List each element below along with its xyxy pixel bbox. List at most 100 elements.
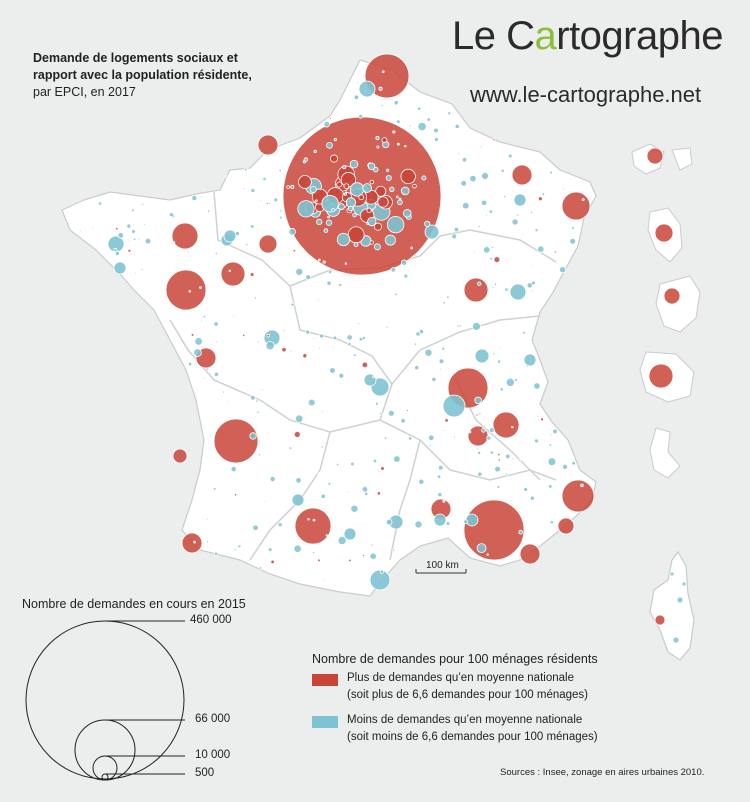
epci-circle [279,209,283,213]
epci-circle [278,215,283,220]
epci-circle [559,266,567,274]
logo: Le Cartographe [452,14,723,59]
epci-circle [358,194,365,201]
epci-circle [648,363,674,389]
epci-circle [267,547,273,553]
epci-circle [518,459,521,462]
epci-circle [277,522,283,528]
epci-circle [413,342,418,346]
epci-circle [445,521,451,526]
scale-bar [415,569,467,574]
epci-circle [395,195,399,199]
epci-circle [319,333,325,339]
epci-circle [498,346,501,350]
epci-circle [569,237,577,245]
epci-circle [468,549,471,552]
epci-circle [244,167,248,172]
epci-circle [442,394,466,418]
epci-circle [548,428,552,431]
epci-circle [375,136,380,141]
epci-circle [255,399,259,403]
epci-circle [347,226,365,244]
epci-circle [165,269,207,311]
epci-circle [481,171,489,180]
scale-label: 100 km [426,560,459,571]
epci-circle [290,184,295,189]
epci-circle [114,250,120,256]
epci-circle [403,273,409,279]
epci-circle [323,228,329,233]
epci-circle [654,223,674,243]
epci-circle [669,571,675,577]
epci-circle [228,269,232,273]
epci-circle [366,222,369,225]
epci-circle [385,175,392,182]
epci-circle [381,137,388,144]
map-title: Demande de logements sociaux et rapport … [33,50,252,101]
epci-circle [392,130,396,134]
epci-circle [379,412,383,416]
epci-circle [194,337,203,346]
epci-circle [336,232,351,247]
epci-circle [282,329,286,332]
epci-circle [529,262,533,266]
epci-circle [406,409,409,412]
epci-circle [494,465,501,473]
epci-circle [571,226,575,230]
epci-circle [330,154,339,163]
epci-circle [113,261,127,275]
epci-circle [362,183,372,193]
epci-circle [309,186,317,194]
epci-circle [315,199,318,202]
epci-circle [252,524,259,531]
epci-circle [463,499,525,561]
epci-circle [294,507,332,545]
epci-circle [372,375,375,379]
epci-circle [424,348,433,357]
epci-circle [404,144,407,148]
epci-circle [259,199,263,202]
epci-circle [414,365,420,371]
epci-circle [433,127,439,134]
epci-circle [318,347,322,350]
epci-circle [232,314,236,317]
epci-circle [249,432,257,440]
epci-circle [509,283,527,301]
epci-circle [496,485,501,489]
epci-circle [410,246,414,250]
epci-circle [397,199,403,206]
epci-circle [317,258,321,262]
epci-circle [525,364,529,368]
epci-circle [326,280,332,286]
epci-circle [328,269,333,275]
epci-circle [548,443,553,447]
epci-circle [290,302,295,307]
epci-circle [442,301,446,305]
epci-circle [393,100,399,106]
epci-circle [654,614,666,626]
epci-circle [414,520,423,529]
epci-circle [321,409,324,413]
epci-circle [385,518,393,526]
epci-circle [133,237,137,241]
epci-circle [186,250,190,254]
epci-circle [330,208,335,213]
epci-circle [400,259,408,266]
epci-circle [257,134,279,156]
epci-circle [266,430,270,434]
epci-circle [463,277,489,303]
epci-circle [503,194,507,199]
size-legend-value-2: 66 000 [195,713,231,725]
epci-circle [522,330,526,335]
epci-circle [286,185,290,189]
swatch-above-average [312,674,338,686]
epci-circle [529,495,535,501]
website-url[interactable]: www.le-cartographe.net [470,82,702,107]
epci-circle [421,175,427,181]
epci-circle [312,518,316,522]
epci-circle [226,400,229,404]
epci-circle [412,183,417,189]
epci-circle [505,377,515,387]
legend-above-line-2: (soit plus de 6,6 demandes pour 100 ména… [347,689,589,701]
epci-circle [270,559,275,565]
